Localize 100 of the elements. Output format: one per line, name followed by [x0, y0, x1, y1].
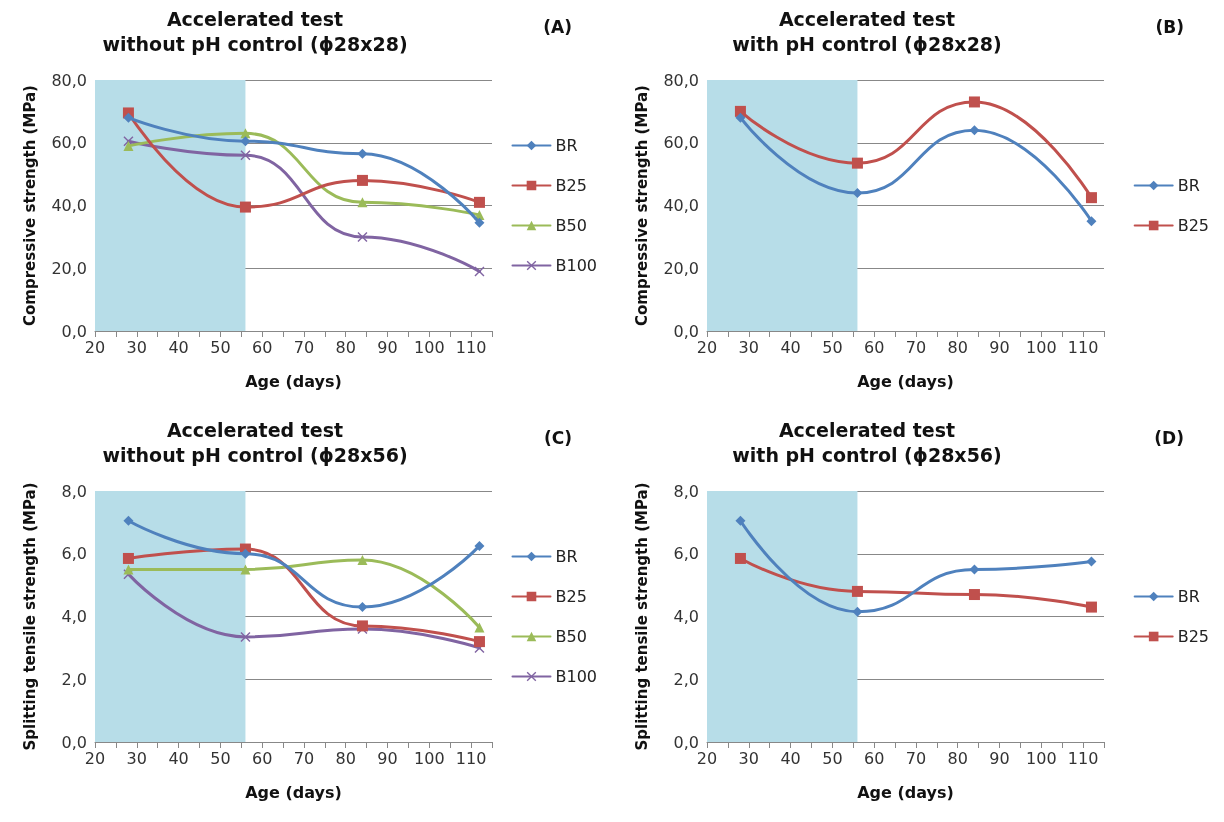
- legend-label: B50: [555, 627, 587, 646]
- x-tick-label: 60: [251, 337, 273, 357]
- y-tick-label: 40,0: [51, 196, 87, 215]
- y-axis-title: Splitting tensile strength (MPa): [632, 482, 651, 751]
- x-tick-label: 60: [863, 748, 885, 768]
- y-tick-label: 60,0: [663, 133, 699, 153]
- point: [1085, 601, 1097, 613]
- x-tick-label: 20: [696, 337, 718, 357]
- point: [240, 564, 251, 575]
- y-tick-label: 60,0: [51, 133, 87, 153]
- point: [1086, 556, 1097, 567]
- point: [851, 585, 863, 597]
- x-tick-label: 20: [696, 748, 718, 768]
- legend-label: B100: [555, 667, 597, 686]
- x-tick-label: 70: [293, 748, 315, 768]
- text: (B): [1155, 16, 1184, 37]
- x-tick-label: 100: [414, 337, 445, 357]
- x-tick-label: 80: [335, 337, 356, 357]
- x-tick-label: 110: [455, 337, 487, 357]
- legend-label: BR: [555, 136, 578, 155]
- point: [852, 187, 863, 198]
- y-tick-label: 8,0: [61, 481, 87, 501]
- x-tick-label: 60: [863, 337, 885, 357]
- x-tick-label: 40: [780, 337, 801, 357]
- point: [356, 620, 368, 632]
- y-tick-label: 4,0: [61, 607, 87, 626]
- y-tick-label: 6,0: [61, 544, 87, 564]
- legend-label: B25: [555, 176, 587, 195]
- point: [473, 636, 485, 648]
- x-tick-label: 40: [780, 748, 801, 768]
- legend-label: B25: [1177, 216, 1210, 235]
- y-axis-title: Splitting tensile strength (MPa): [20, 482, 39, 751]
- point: [122, 552, 134, 564]
- x-tick-label: 50: [210, 337, 231, 357]
- x-tick-label: 70: [293, 337, 315, 357]
- point: [851, 157, 863, 169]
- legend-label: B25: [1177, 627, 1210, 646]
- y-axis-title: Compressive strength (MPa): [632, 85, 651, 326]
- y-tick-label: 0,0: [61, 732, 87, 752]
- x-tick-label: 20: [84, 748, 106, 768]
- point: [474, 217, 485, 228]
- x-tick-label: 90: [989, 748, 1010, 768]
- y-tick-label: 80,0: [663, 70, 699, 90]
- point: [239, 201, 251, 213]
- point: [474, 622, 485, 633]
- y-tick-label: 6,0: [673, 544, 699, 564]
- x-tick-label: 100: [414, 748, 445, 768]
- x-axis-title: Age (days): [857, 371, 954, 391]
- x-tick-label: 30: [126, 748, 147, 768]
- y-tick-label: 8,0: [673, 481, 699, 501]
- x-axis-title: Age (days): [245, 371, 342, 391]
- y-tick-label: 4,0: [673, 607, 699, 626]
- point: [1085, 192, 1097, 204]
- chart-subtitle: with pH control (ϕ28x28): [732, 32, 1002, 55]
- y-tick-label: 80,0: [51, 70, 87, 90]
- x-tick-label: 80: [947, 748, 968, 768]
- chart-subtitle: without pH control (ϕ28x28): [102, 32, 408, 55]
- y-tick-label: 2,0: [673, 669, 699, 689]
- chart-title: Accelerated test: [778, 418, 956, 441]
- point: [735, 515, 746, 526]
- x-tick-label: 20: [84, 337, 106, 357]
- point: [357, 148, 368, 159]
- point: [473, 196, 485, 208]
- x-tick-label: 30: [126, 337, 147, 357]
- x-axis-title: Age (days): [857, 782, 954, 802]
- x-tick-label: 30: [738, 748, 759, 768]
- y-tick-label: 0,0: [61, 321, 87, 341]
- legend-label: B100: [555, 256, 597, 275]
- point: [357, 197, 368, 208]
- point: [240, 128, 251, 139]
- point: [123, 112, 134, 123]
- point: [123, 140, 134, 151]
- x-tick-label: 50: [822, 748, 843, 768]
- x-tick-label: 110: [1067, 337, 1099, 357]
- x-tick-label: 100: [1026, 337, 1057, 357]
- x-tick-label: 60: [251, 748, 273, 768]
- point: [123, 564, 134, 575]
- x-tick-label: 50: [210, 748, 231, 768]
- point: [734, 552, 746, 564]
- x-tick-label: 40: [168, 337, 189, 357]
- x-tick-label: 80: [947, 337, 968, 357]
- x-tick-label: 50: [822, 337, 843, 357]
- point: [1086, 216, 1097, 227]
- x-tick-label: 110: [1067, 748, 1099, 768]
- point: [356, 174, 368, 186]
- point: [357, 555, 368, 566]
- point: [968, 589, 980, 601]
- x-tick-label: 90: [989, 337, 1010, 357]
- x-tick-label: 100: [1026, 748, 1057, 768]
- legend-label: B25: [555, 587, 587, 606]
- point: [969, 125, 980, 136]
- point: [474, 540, 485, 551]
- text: (D): [1154, 427, 1185, 448]
- chart-title: Accelerated test: [778, 7, 956, 30]
- x-tick-label: 30: [738, 337, 759, 357]
- text: (A): [543, 16, 573, 37]
- y-tick-label: 2,0: [61, 669, 87, 689]
- x-tick-label: 110: [455, 748, 487, 768]
- point: [968, 96, 980, 108]
- point: [240, 150, 251, 161]
